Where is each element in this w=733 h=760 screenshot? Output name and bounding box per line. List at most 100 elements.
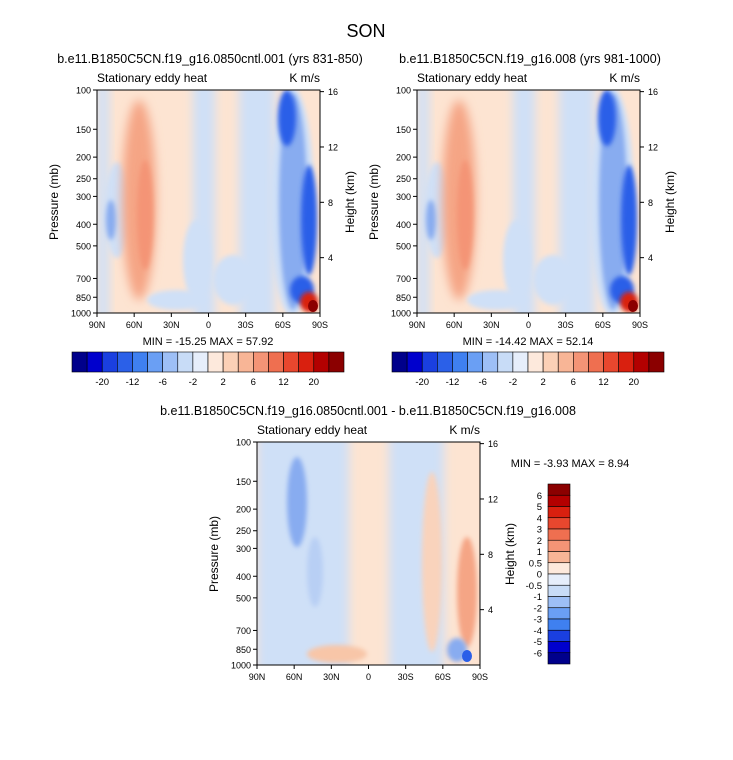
field-band-pole-blue <box>97 90 109 313</box>
colorbar-swatch <box>547 584 571 597</box>
colorbar-swatch <box>177 351 194 373</box>
x-tick-label: 60S <box>275 320 291 330</box>
colorbar-label: 3 <box>537 525 542 536</box>
y-tick-label: 100 <box>396 86 411 96</box>
y-tick-label: 250 <box>76 174 91 184</box>
panel-2-stats: MIN = -14.42 MAX = 52.14 <box>463 336 594 348</box>
y-tick-label: 700 <box>396 274 411 284</box>
panel-3-left-label: Stationary eddy heat <box>257 423 368 437</box>
colorbar-label: 12 <box>278 377 289 388</box>
colorbar-swatch <box>71 351 88 373</box>
y-tick-label: 850 <box>236 645 251 655</box>
colorbar-swatch <box>547 551 571 564</box>
y2-tick-label: 4 <box>648 253 653 263</box>
panel-1: b.e11.B1850C5CN.f19_g16.0850cntl.001 (yr… <box>47 52 363 388</box>
colorbar-swatch <box>192 351 209 373</box>
colorbar-label: -5 <box>534 637 542 648</box>
panel-1-x-ticks: 90N 60N 30N 0 30S 60S 90S <box>89 313 328 330</box>
x-tick-label: 0 <box>366 672 371 682</box>
field-band-sh-positive <box>422 472 442 652</box>
colorbar-swatch <box>547 618 571 631</box>
colorbar-label: -2 <box>509 377 517 388</box>
colorbar-swatch <box>547 483 571 496</box>
panel-3-x-ticks: 90N 60N 30N 0 30S 60S 90S <box>249 665 488 682</box>
panel-1-left-label: Stationary eddy heat <box>97 71 208 85</box>
colorbar-label: 1 <box>537 547 542 558</box>
y-tick-label: 1000 <box>231 661 251 671</box>
panel-2-ylabel: Pressure (mb) <box>367 164 381 240</box>
x-tick-label: 90S <box>472 672 488 682</box>
colorbar-swatch <box>547 652 571 665</box>
panel-3-title: b.e11.B1850C5CN.f19_g16.0850cntl.001 - b… <box>160 404 576 418</box>
colorbar-swatch <box>253 351 269 373</box>
x-tick-label: 60S <box>435 672 451 682</box>
colorbar-swatch <box>482 351 499 373</box>
colorbar-swatch <box>497 351 514 373</box>
field-blob-nh-negative-core <box>426 200 436 240</box>
panel-1-plot <box>97 90 320 313</box>
x-tick-label: 30S <box>398 672 414 682</box>
y2-tick-label: 12 <box>328 142 338 152</box>
field-band-nh-positive-core <box>457 160 473 270</box>
colorbar-label: 2 <box>220 377 225 388</box>
y2-tick-label: 16 <box>488 439 498 449</box>
y-tick-label: 500 <box>236 593 251 603</box>
x-tick-label: 90N <box>409 320 426 330</box>
field-blob-min-core <box>462 650 472 662</box>
field-strip-surface-blue <box>467 290 527 310</box>
colorbar-swatch <box>283 351 299 373</box>
field-blob-tropics-blue <box>183 220 211 300</box>
colorbar-label: -12 <box>446 377 460 388</box>
x-tick-label: 30N <box>163 320 180 330</box>
panel-2-x-ticks: 90N 60N 30N 0 30S 60S 90S <box>409 313 648 330</box>
y-tick-label: 850 <box>76 293 91 303</box>
y2-tick-label: 16 <box>648 87 658 97</box>
colorbar-swatch <box>547 517 571 530</box>
y-tick-label: 250 <box>236 526 251 536</box>
panel-3-y-ticks: 100 150 200 250 300 400 500 700 850 1000 <box>231 438 257 671</box>
panel-1-title: b.e11.B1850C5CN.f19_g16.0850cntl.001 (yr… <box>57 52 363 66</box>
colorbar-label: -2 <box>189 377 197 388</box>
x-tick-label: 30S <box>558 320 574 330</box>
colorbar-label: 6 <box>571 377 576 388</box>
x-tick-label: 90N <box>89 320 106 330</box>
x-tick-label: 30N <box>323 672 340 682</box>
colorbar-swatch <box>421 351 438 373</box>
colorbar-swatch <box>557 351 574 373</box>
panel-2: b.e11.B1850C5CN.f19_g16.008 (yrs 981-100… <box>367 52 677 388</box>
field-max-core <box>308 300 318 312</box>
x-tick-label: 60N <box>446 320 463 330</box>
x-tick-label: 0 <box>526 320 531 330</box>
x-tick-label: 90N <box>249 672 266 682</box>
field-band-nh-positive-core <box>137 160 153 270</box>
y-tick-label: 200 <box>236 505 251 515</box>
y-tick-label: 1000 <box>391 309 411 319</box>
colorbar-label: 6 <box>251 377 256 388</box>
field-blob-nh-mid <box>307 537 323 607</box>
field-blob-subtropics-blue <box>213 255 253 305</box>
y2-tick-label: 4 <box>488 605 493 615</box>
field-strip-surface-blue <box>147 290 207 310</box>
panel-3-y2label: Height (km) <box>503 523 517 585</box>
figure-title: SON <box>346 21 385 41</box>
y2-tick-label: 8 <box>328 198 333 208</box>
colorbar-label: -6 <box>534 648 542 659</box>
y-tick-label: 250 <box>396 174 411 184</box>
x-tick-label: 30S <box>238 320 254 330</box>
colorbar-swatch <box>547 494 571 507</box>
field-blob-subtropics-blue <box>533 255 573 305</box>
field-blob-sh-mid-core <box>301 165 317 275</box>
colorbar-swatch <box>547 607 571 620</box>
y-tick-label: 300 <box>236 544 251 554</box>
colorbar-label: -20 <box>415 377 429 388</box>
panel-1-y2-ticks: 16 12 8 4 <box>320 87 338 263</box>
y2-tick-label: 12 <box>648 142 658 152</box>
colorbar-swatch <box>328 351 345 373</box>
y2-tick-label: 4 <box>328 253 333 263</box>
x-tick-label: 60N <box>286 672 303 682</box>
y2-tick-label: 8 <box>648 198 653 208</box>
colorbar-swatch <box>117 351 133 373</box>
colorbar-label: 2 <box>540 377 545 388</box>
x-tick-label: 60S <box>595 320 611 330</box>
